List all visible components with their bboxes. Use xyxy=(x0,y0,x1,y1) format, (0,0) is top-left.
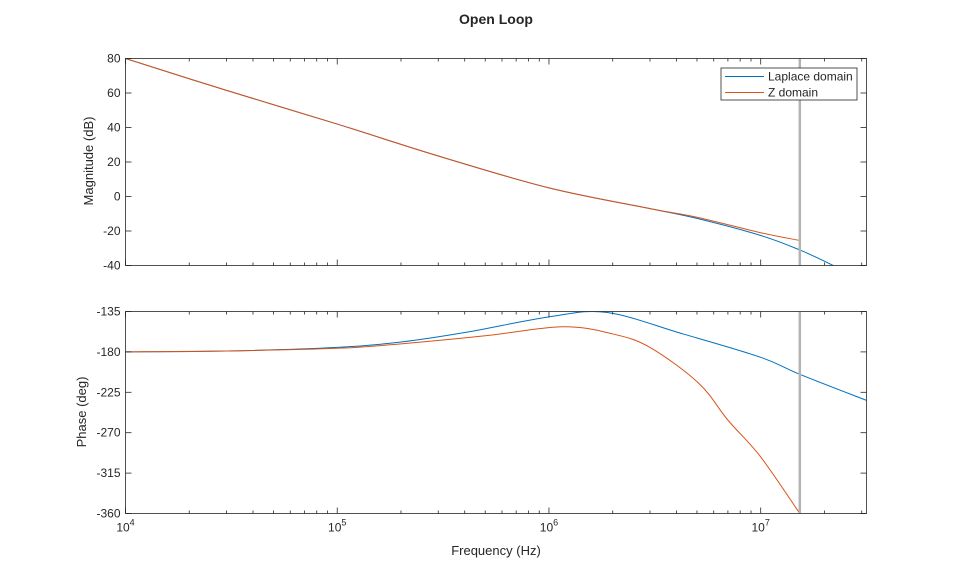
magnitude-y-tick-label: 40 xyxy=(107,121,121,135)
legend-label-laplace: Laplace domain xyxy=(768,70,853,84)
legend: Laplace domain Z domain xyxy=(720,67,858,101)
phase-y-tick-label: -270 xyxy=(96,426,120,440)
phase-axis-label: Phase (deg) xyxy=(74,377,89,448)
magnitude-y-tick-label: 60 xyxy=(107,86,121,100)
phase-y-tick-label: -135 xyxy=(96,305,120,319)
x-tick-label: 106 xyxy=(540,518,558,535)
x-tick-label: 104 xyxy=(116,518,134,535)
chart-title: Open Loop xyxy=(459,11,533,27)
magnitude-axis-label: Magnitude (dB) xyxy=(81,117,96,206)
legend-label-z: Z domain xyxy=(768,86,818,100)
magnitude-y-tick-label: 80 xyxy=(107,52,121,66)
magnitude-y-tick-label: 20 xyxy=(107,155,121,169)
phase-axes-box xyxy=(125,311,867,514)
magnitude-series-z xyxy=(125,58,800,241)
phase-y-tick-label: -315 xyxy=(96,466,120,480)
magnitude-y-tick-label: -40 xyxy=(103,259,121,273)
phase-series-laplace xyxy=(125,311,867,401)
legend-box xyxy=(720,67,858,101)
x-tick-label: 105 xyxy=(328,518,346,535)
frequency-axis-label: Frequency (Hz) xyxy=(451,543,541,558)
phase-series-z xyxy=(125,326,801,514)
phase-y-tick-label: -180 xyxy=(96,345,120,359)
phase-y-tick-label: -360 xyxy=(96,507,120,521)
magnitude-y-tick-label: -20 xyxy=(103,224,121,238)
magnitude-y-tick-label: 0 xyxy=(114,190,121,204)
phase-y-tick-label: -225 xyxy=(96,385,120,399)
x-tick-label: 107 xyxy=(752,518,770,535)
